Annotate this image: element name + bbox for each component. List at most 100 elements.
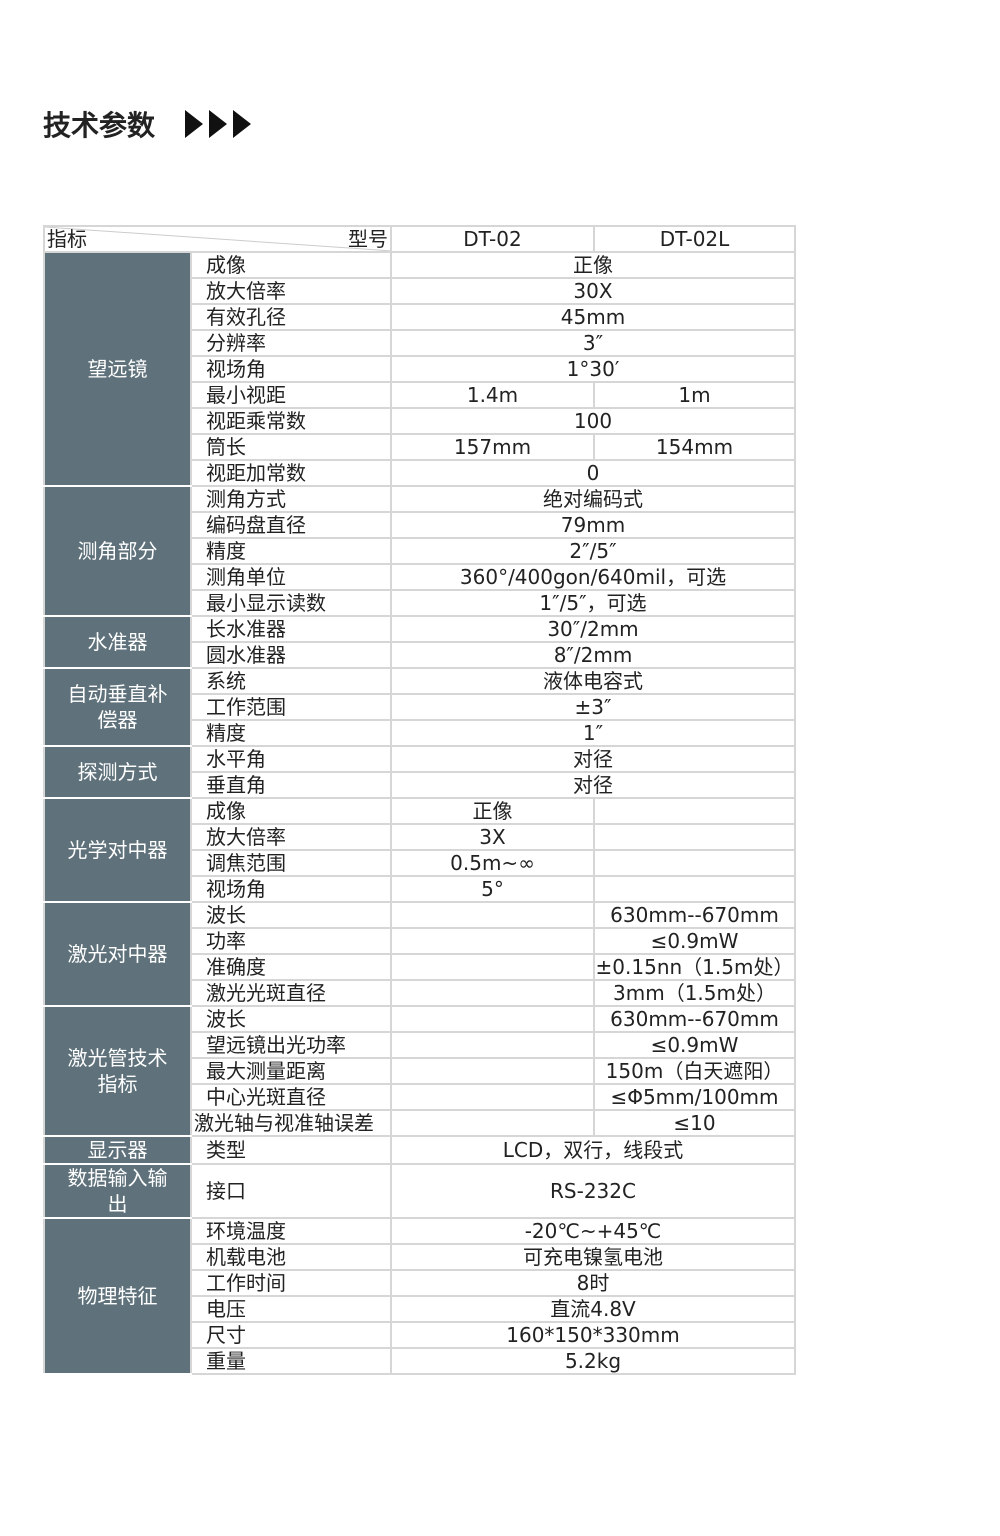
param-name: 视场角 [190, 355, 392, 383]
title-text: 技术参数 [43, 109, 156, 142]
table-row: 重量 5.2kg [44, 1347, 796, 1375]
table-row: 视场角 1°30′ [44, 355, 796, 383]
param-value: 3″ [390, 329, 796, 357]
param-name: 有效孔径 [190, 303, 392, 331]
param-name: 成像 [190, 251, 392, 279]
category-cell: 光学对中器 [43, 797, 192, 903]
param-value: 1″/5″，可选 [390, 589, 796, 617]
param-name: 机载电池 [190, 1243, 392, 1271]
value-dt-02 [390, 979, 595, 1007]
param-name: 测角方式 [190, 485, 392, 513]
page-title: 技术参数 [43, 104, 252, 144]
param-name: 环境温度 [190, 1217, 392, 1245]
table-row: 自动垂直补偿器 系统 液体电容式 [43, 667, 796, 747]
table-row: 有效孔径 45mm [44, 303, 796, 331]
table-row: 垂直角 对径 [44, 771, 796, 799]
category-cell: 自动垂直补偿器 [43, 667, 192, 747]
value-dt-02l: 1m [593, 381, 796, 409]
category-cell: 测角部分 [43, 485, 192, 617]
table-row: 望远镜出光功率 ≤0.9mW [44, 1031, 796, 1059]
param-name: 尺寸 [190, 1321, 392, 1349]
value-dt-02l: ≤10 [593, 1109, 796, 1137]
category-cell: 物理特征 [43, 1217, 192, 1375]
param-value: ±3″ [390, 693, 796, 721]
value-dt-02l: ≤0.9mW [593, 1031, 796, 1059]
param-name: 分辨率 [190, 329, 392, 357]
value-dt-02 [390, 901, 595, 929]
param-name: 最大测量距离 [190, 1057, 392, 1085]
table-row: 视场角 5° [44, 875, 796, 903]
param-value: 30X [390, 277, 796, 305]
param-name: 激光光斑直径 [190, 979, 392, 1007]
param-value: 79mm [390, 511, 796, 539]
param-name: 成像 [190, 797, 392, 825]
value-dt-02l: ±0.15nn（1.5m处） [593, 953, 796, 981]
table-row: 调焦范围 0.5m~∞ [44, 849, 796, 877]
param-name: 类型 [190, 1135, 392, 1165]
param-name: 功率 [190, 927, 392, 955]
value-dt-02l [593, 875, 796, 903]
param-name: 最小视距 [190, 381, 392, 409]
table-row: 显示器 类型 LCD，双行，线段式 [43, 1135, 796, 1165]
table-row: 最小视距 1.4m 1m [44, 381, 796, 409]
value-dt-02: 5° [390, 875, 595, 903]
param-value: 8时 [390, 1269, 796, 1297]
table-row: 最小显示读数 1″/5″，可选 [44, 589, 796, 617]
param-name: 水平角 [190, 745, 392, 773]
param-name: 放大倍率 [190, 823, 392, 851]
category-cell: 激光管技术指标 [43, 1005, 192, 1137]
table-row: 中心光斑直径 ≤Φ5mm/100mm [44, 1083, 796, 1111]
param-name: 波长 [190, 901, 392, 929]
value-dt-02 [390, 953, 595, 981]
param-name: 接口 [190, 1163, 392, 1219]
table-row: 编码盘直径 79mm [44, 511, 796, 539]
param-name: 编码盘直径 [190, 511, 392, 539]
value-dt-02: 3X [390, 823, 595, 851]
header-diagonal-cell: 指标 型号 [43, 225, 392, 253]
value-dt-02l [593, 797, 796, 825]
param-value: 100 [390, 407, 796, 435]
param-name: 视距乘常数 [190, 407, 392, 435]
param-value: 1″ [390, 719, 796, 747]
category-cell: 探测方式 [43, 745, 192, 799]
param-name: 长水准器 [190, 615, 392, 643]
param-name: 激光轴与视准轴误差 [190, 1109, 392, 1137]
param-value: 对径 [390, 771, 796, 799]
param-name: 波长 [190, 1005, 392, 1033]
table-row: 准确度 ±0.15nn（1.5m处） [44, 953, 796, 981]
value-dt-02l: ≤Φ5mm/100mm [593, 1083, 796, 1111]
param-name: 圆水准器 [190, 641, 392, 669]
triangle-icon [233, 110, 252, 138]
param-name: 望远镜出光功率 [190, 1031, 392, 1059]
spec-table: 指标 型号 DT-02 DT-02L 望远镜 成像 正像 放大倍率 30X 有效孔径 45m… [43, 225, 796, 1375]
category-cell: 水准器 [43, 615, 192, 669]
table-row: 工作时间 8时 [44, 1269, 796, 1297]
table-row: 测角单位 360°/400gon/640mil，可选 [44, 563, 796, 591]
value-dt-02 [390, 1109, 595, 1137]
value-dt-02 [390, 927, 595, 955]
model-label: 型号 [348, 227, 388, 251]
value-dt-02l [593, 849, 796, 877]
param-name: 放大倍率 [190, 277, 392, 305]
param-value: 30″/2mm [390, 615, 796, 643]
value-dt-02l: 630mm--670mm [593, 901, 796, 929]
value-dt-02l: ≤0.9mW [593, 927, 796, 955]
table-row: 激光轴与视准轴误差 ≤10 [44, 1109, 796, 1137]
value-dt-02l: 3mm（1.5m处） [593, 979, 796, 1007]
param-value: 1°30′ [390, 355, 796, 383]
table-row: 机载电池 可充电镍氢电池 [44, 1243, 796, 1271]
model-dt-02l: DT-02L [593, 225, 796, 253]
table-row: 精度 1″ [44, 719, 796, 747]
value-dt-02l: 150m（白天遮阳） [593, 1057, 796, 1085]
param-value: 可充电镍氢电池 [390, 1243, 796, 1271]
header-row: 指标 型号 DT-02 DT-02L [43, 225, 796, 253]
param-value: 液体电容式 [390, 667, 796, 695]
param-name: 筒长 [190, 433, 392, 461]
param-value: 直流4.8V [390, 1295, 796, 1323]
value-dt-02 [390, 1083, 595, 1111]
param-name: 调焦范围 [190, 849, 392, 877]
table-row: 圆水准器 8″/2mm [44, 641, 796, 669]
param-value: 2″/5″ [390, 537, 796, 565]
param-name: 垂直角 [190, 771, 392, 799]
table-row: 激光光斑直径 3mm（1.5m处） [44, 979, 796, 1007]
